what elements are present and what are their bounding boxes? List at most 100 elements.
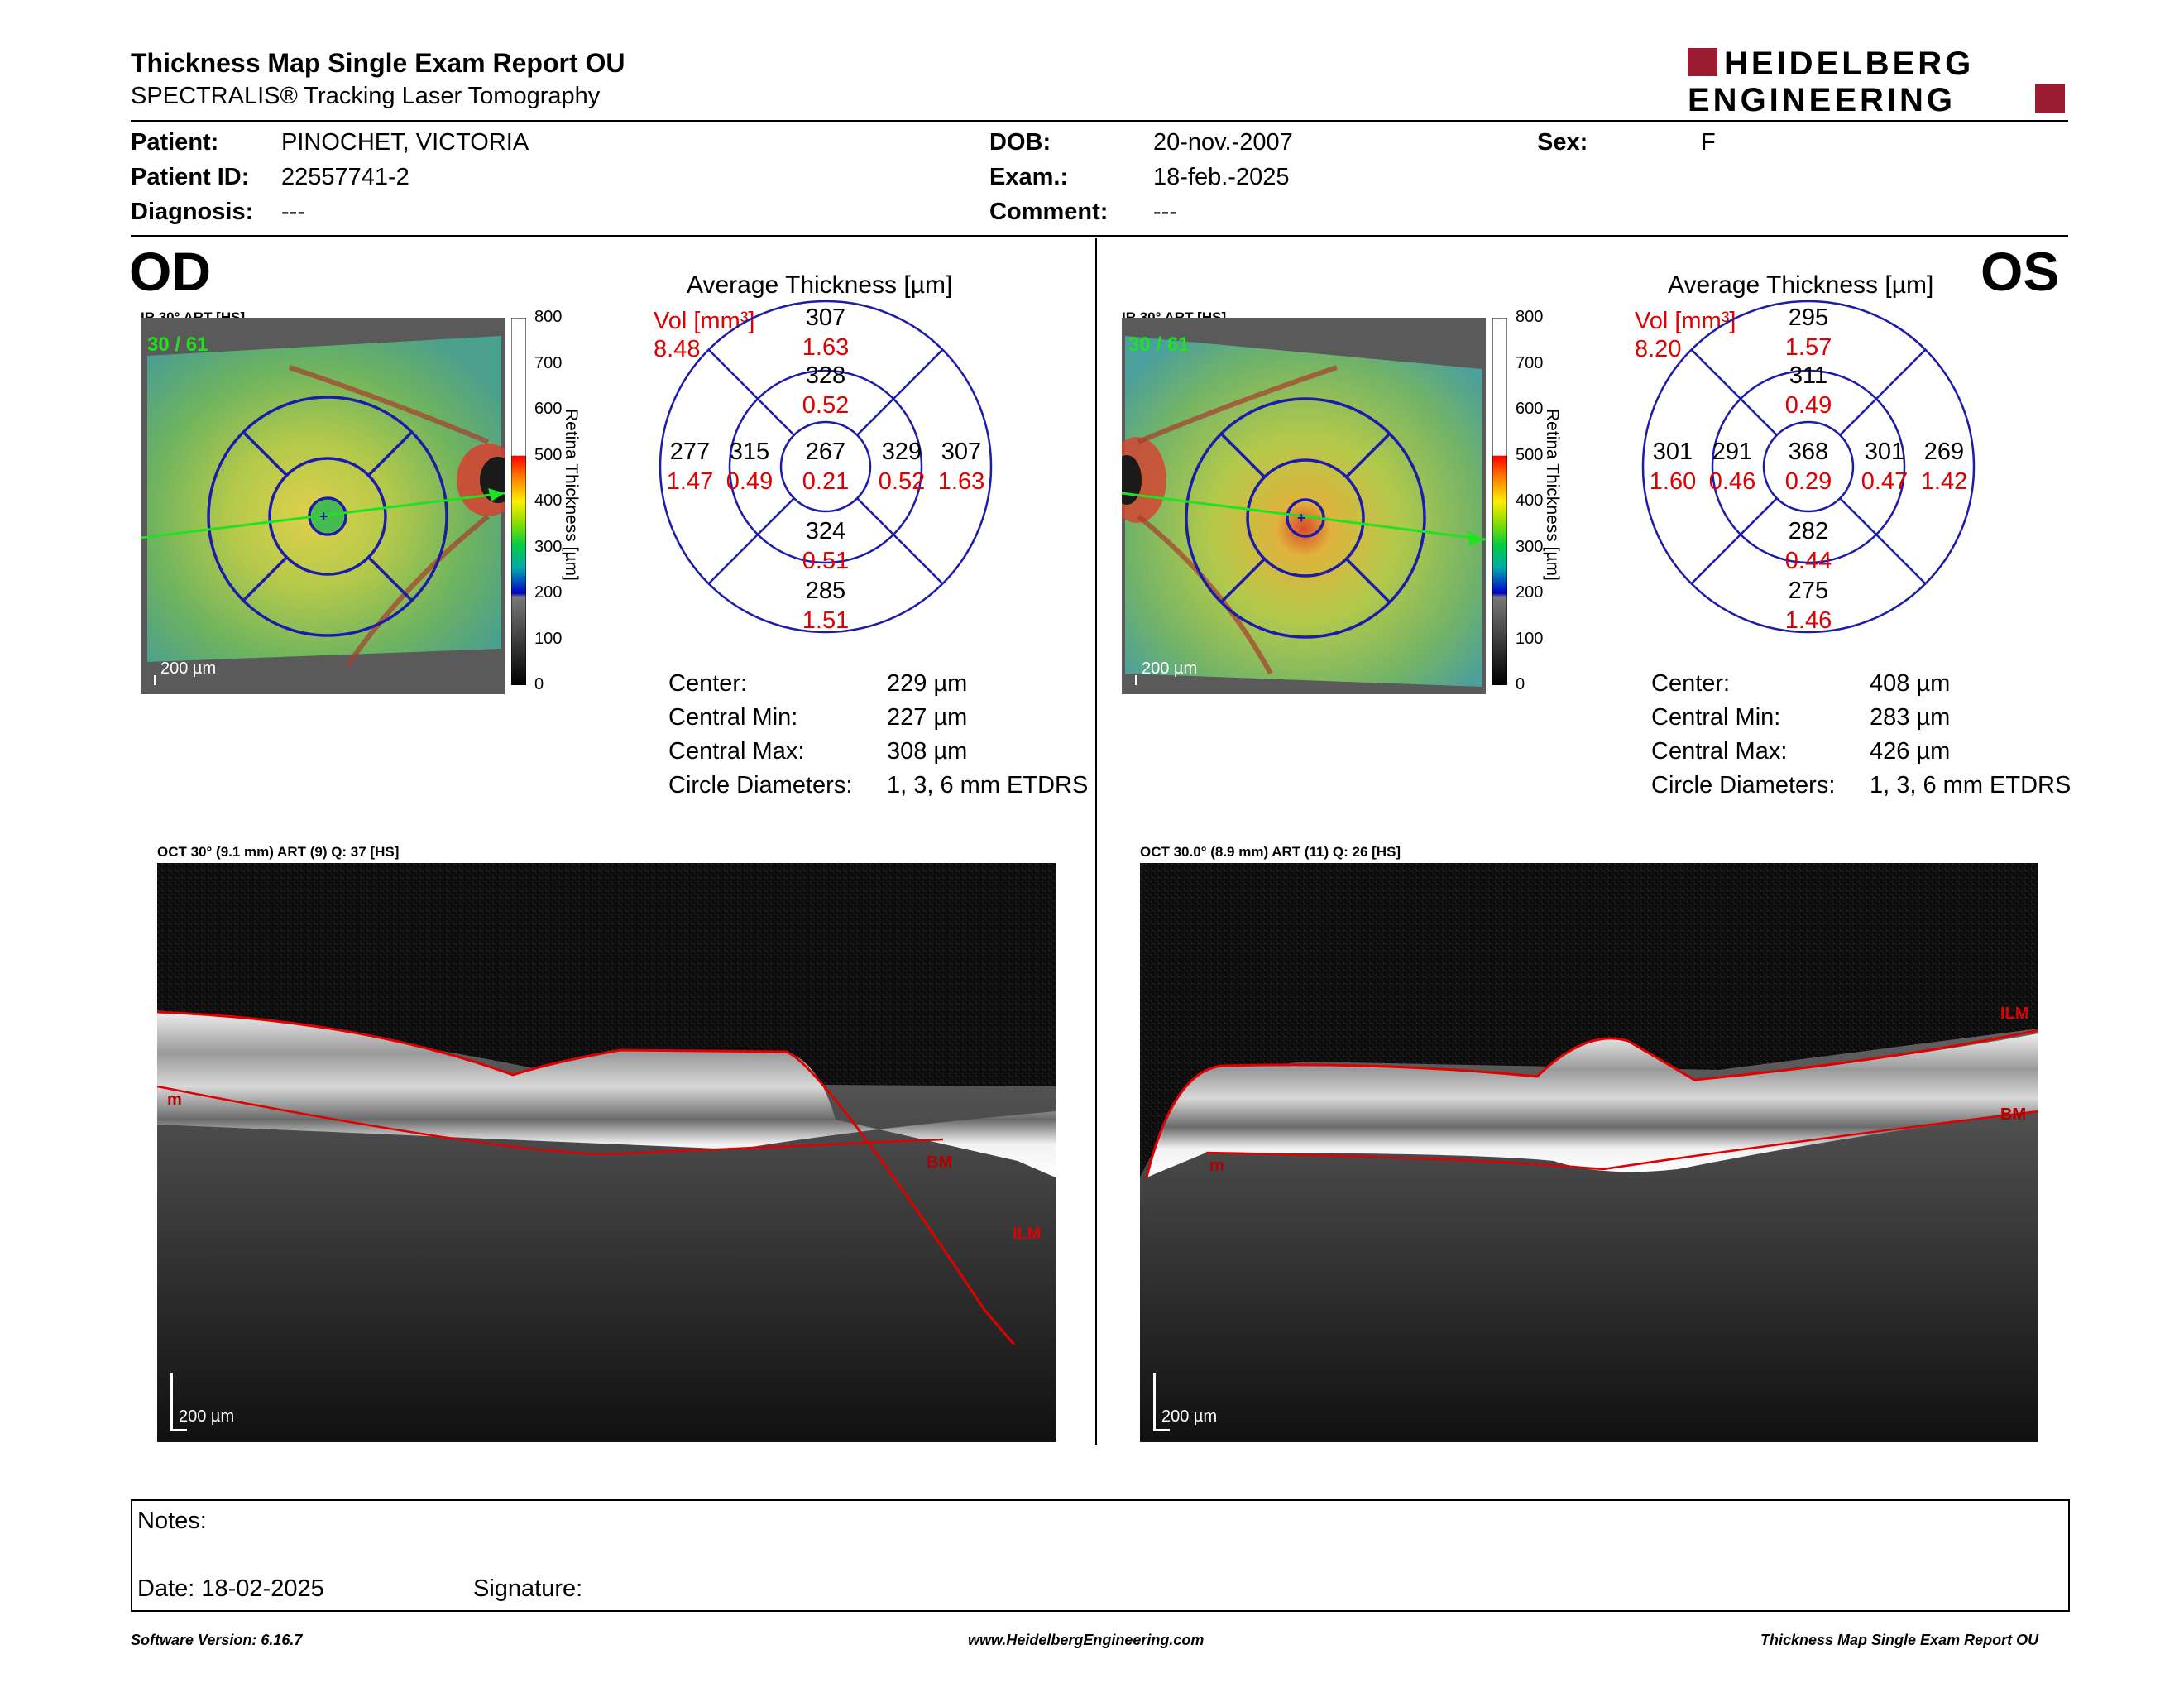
notes-box[interactable]: Notes: Date: 18-02-2025 Signature: (131, 1499, 2070, 1612)
heidelberg-logo: HEIDELBERG ENGINEERING (1688, 46, 2065, 117)
center-divider (1095, 238, 1097, 1445)
od-fundus-thickness-map: + 30 / 61 200 µm (141, 318, 505, 694)
od-circle-value: 1, 3, 6 mm ETDRS (887, 772, 1089, 798)
od-colorbar-tick: 300 (534, 537, 563, 556)
dob-label: DOB: (989, 129, 1051, 156)
od-colorbar-tick: 200 (534, 583, 563, 602)
os-sector-inner-right-thickness: 301 (1864, 439, 1905, 465)
os-vol-label: Vol [mm³] (1635, 308, 1736, 334)
os-sector-outer-sup-thickness: 295 (1788, 305, 1829, 331)
od-circle-label: Circle Diameters: (668, 772, 853, 798)
footer-software-version: Software Version: 6.16.7 (131, 1632, 303, 1648)
od-eye-label: OD (129, 241, 211, 302)
sex-label: Sex: (1537, 129, 1588, 156)
os-center-value: 408 µm (1870, 670, 1951, 697)
os-sector-center-volume: 0.29 (1784, 468, 1832, 495)
od-central-max-label: Central Max: (668, 738, 805, 765)
od-sector-inner-left-thickness: 315 (729, 439, 770, 465)
od-sector-center-volume: 0.21 (802, 468, 850, 495)
os-circle-value: 1, 3, 6 mm ETDRS (1870, 772, 2071, 798)
diagnosis-value: --- (281, 199, 305, 225)
od-etdrs-grid (659, 300, 993, 634)
od-colorbar-label: Retina Thickness [µm] (562, 409, 581, 581)
os-colorbar-tick: 800 (1516, 308, 1544, 326)
od-total-vol: 8.48 (654, 336, 701, 362)
od-colorbar-tick: 400 (534, 492, 563, 510)
os-colorbar-tick: 400 (1516, 492, 1544, 510)
od-sector-inner-right-volume: 0.52 (878, 468, 926, 495)
os-sector-inner-sup-volume: 0.49 (1784, 392, 1832, 419)
os-total-vol: 8.20 (1635, 336, 1682, 362)
os-avg-title: Average Thickness [µm] (1668, 271, 1934, 299)
od-center-value: 229 µm (887, 670, 968, 697)
od-oct-label: OCT 30° (9.1 mm) ART (9) Q: 37 [HS] (157, 844, 400, 860)
os-m-label: m (1209, 1157, 1224, 1175)
od-central-max-value: 308 µm (887, 738, 968, 765)
od-colorbar-tick: 500 (534, 445, 563, 464)
patient-id-label: Patient ID: (131, 164, 250, 190)
os-etdrs-grid (1641, 300, 1976, 634)
os-oct-bscan: m BM ILM 200 µm (1140, 863, 2038, 1442)
svg-text:+: + (319, 508, 328, 525)
od-sector-center-thickness: 267 (805, 439, 846, 465)
os-sector-inner-left-thickness: 291 (1712, 439, 1753, 465)
header-divider (131, 120, 2068, 122)
os-sector-outer-right-volume: 1.42 (1920, 468, 1968, 495)
patient-id: 22557741-2 (281, 164, 410, 190)
od-sector-inner-sup-volume: 0.52 (802, 392, 850, 419)
signature-label: Signature: (473, 1575, 583, 1602)
patient-label: Patient: (131, 129, 219, 156)
od-frames-label: 30 / 61 (147, 333, 208, 356)
od-sector-outer-inf-volume: 1.51 (802, 607, 850, 634)
report-subtitle: SPECTRALIS® Tracking Laser Tomography (131, 83, 601, 109)
od-sector-outer-left-thickness: 277 (669, 439, 711, 465)
od-colorbar-tick: 800 (534, 308, 563, 326)
os-sector-outer-left-volume: 1.60 (1649, 468, 1697, 495)
exam-value: 18-feb.-2025 (1153, 164, 1290, 190)
exam-label: Exam.: (989, 164, 1069, 190)
date-label: Date: 18-02-2025 (137, 1575, 324, 1602)
diagnosis-label: Diagnosis: (131, 199, 254, 225)
footer-report-name: Thickness Map Single Exam Report OU (1760, 1632, 2039, 1648)
os-sector-inner-left-volume: 0.46 (1708, 468, 1756, 495)
od-sector-outer-left-volume: 1.47 (666, 468, 714, 495)
dob-value: 20-nov.-2007 (1153, 129, 1293, 156)
od-sector-outer-inf-thickness: 285 (805, 578, 846, 604)
os-ilm-label: ILM (2000, 1005, 2028, 1023)
os-sector-inner-sup-thickness: 311 (1789, 362, 1828, 389)
os-sector-inner-inf-volume: 0.44 (1784, 548, 1832, 574)
os-fundus-thickness-map: + 30 / 61 200 µm (1122, 318, 1486, 694)
os-center-label: Center: (1651, 670, 1731, 697)
os-central-max-value: 426 µm (1870, 738, 1951, 765)
od-colorbar-tick: 100 (534, 629, 563, 648)
od-bm-label: BM (927, 1153, 952, 1172)
os-colorbar-tick: 700 (1516, 353, 1544, 372)
os-sector-center-thickness: 368 (1788, 439, 1829, 465)
od-colorbar-tick: 700 (534, 353, 563, 372)
os-sector-outer-left-thickness: 301 (1652, 439, 1693, 465)
od-sector-inner-inf-volume: 0.51 (802, 548, 850, 574)
os-sector-outer-inf-volume: 1.46 (1784, 607, 1832, 634)
logo-line2: ENGINEERING (1688, 82, 1956, 117)
od-colorbar-tick: 0 (534, 675, 544, 693)
od-sector-inner-left-volume: 0.49 (726, 468, 774, 495)
os-sector-outer-right-thickness: 269 (1923, 439, 1965, 465)
od-oct-scale: 200 µm (179, 1407, 234, 1426)
report-title: Thickness Map Single Exam Report OU (131, 48, 625, 78)
os-eye-label: OS (1980, 241, 2060, 302)
sex-value: F (1701, 129, 1716, 156)
os-colorbar (1492, 318, 1507, 685)
od-vol-label: Vol [mm³] (654, 308, 755, 334)
os-circle-label: Circle Diameters: (1651, 772, 1836, 798)
logo-line1: HEIDELBERG (1724, 46, 1974, 82)
od-scale-label: 200 µm (160, 659, 216, 678)
footer-website[interactable]: www.HeidelbergEngineering.com (968, 1632, 1205, 1648)
od-sector-inner-sup-thickness: 328 (805, 362, 846, 389)
comment-value: --- (1153, 199, 1177, 225)
os-colorbar-tick: 100 (1516, 629, 1544, 648)
od-sector-outer-right-thickness: 307 (941, 439, 982, 465)
od-sector-outer-sup-thickness: 307 (805, 305, 846, 331)
od-central-min-label: Central Min: (668, 704, 798, 731)
od-center-label: Center: (668, 670, 748, 697)
os-frames-label: 30 / 61 (1128, 333, 1189, 356)
